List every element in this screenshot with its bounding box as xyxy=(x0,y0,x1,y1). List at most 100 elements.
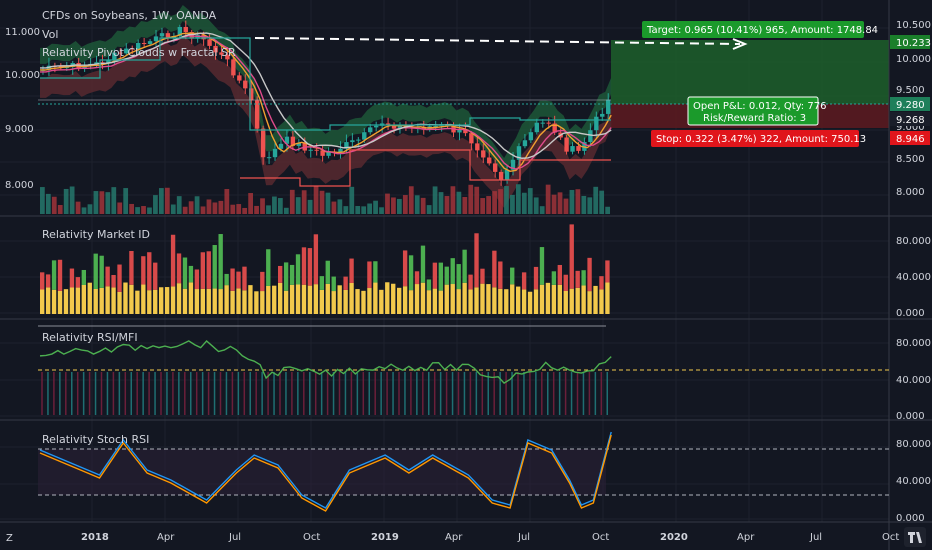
volume-bar xyxy=(93,191,99,214)
time-label: Jul xyxy=(228,532,241,543)
candle-body xyxy=(296,142,302,146)
stop-label-box[interactable] xyxy=(651,130,859,147)
market-id-bar xyxy=(319,289,324,314)
market-id-bar xyxy=(141,284,146,314)
entry-price-tag-text: 9.268 xyxy=(896,115,925,126)
indicator-stoch-rsi[interactable]: Relativity Stoch RSI xyxy=(42,433,149,446)
volume-bar xyxy=(557,192,563,214)
indicator-vol[interactable]: Vol xyxy=(42,28,58,41)
market-id-bar xyxy=(57,290,63,314)
chart-title[interactable]: CFDs on Soybeans, 1W, OANDA xyxy=(42,9,217,22)
candle-body xyxy=(249,88,254,101)
candle-body xyxy=(356,139,361,141)
candle-body xyxy=(421,126,426,130)
market-id-bar xyxy=(527,291,533,314)
market-id-bar xyxy=(510,284,515,314)
market-id-bar xyxy=(69,287,75,314)
market-id-bar xyxy=(569,224,574,289)
tradingview-logo-icon[interactable] xyxy=(904,527,926,547)
market-id-bar xyxy=(349,258,354,283)
right-axis-label: 40.000 xyxy=(896,375,931,386)
time-label: Oct xyxy=(882,532,899,543)
candle-body xyxy=(260,128,266,158)
candle-body xyxy=(433,125,438,127)
market-id-bar xyxy=(307,248,313,286)
candle-body xyxy=(326,151,331,156)
candle-body xyxy=(350,140,355,143)
candle-body xyxy=(540,122,545,124)
volume-bar xyxy=(147,207,152,214)
volume-bar xyxy=(260,198,265,214)
volume-bar xyxy=(343,206,349,214)
candle-body xyxy=(487,157,492,164)
stoch-line xyxy=(39,434,612,512)
market-id-bar xyxy=(498,261,503,289)
indicator-pivot-clouds[interactable]: Relativity Pivot Clouds w Fractal SR xyxy=(42,46,236,59)
market-id-bar xyxy=(343,276,348,290)
market-id-bar xyxy=(349,282,354,314)
market-id-bar xyxy=(295,254,301,285)
candle-body xyxy=(219,52,224,55)
volume-bar xyxy=(397,198,402,214)
stoch-band xyxy=(38,449,606,495)
market-id-bar xyxy=(480,283,485,314)
market-id-bar xyxy=(278,282,283,314)
target-price-tag xyxy=(890,35,930,49)
market-id-bar xyxy=(504,289,509,314)
market-id-bar xyxy=(117,264,122,292)
indicator-rsi-mfi[interactable]: Relativity RSI/MFI xyxy=(42,331,138,344)
market-id-bar xyxy=(289,264,295,285)
candle-body xyxy=(344,142,349,149)
market-id-bar xyxy=(587,291,592,314)
market-id-bar xyxy=(176,283,182,314)
z-icon[interactable]: Z xyxy=(6,533,13,544)
indicator-market-id[interactable]: Relativity Market ID xyxy=(42,228,150,241)
candle-body xyxy=(207,39,212,46)
volume-bar xyxy=(242,207,248,214)
pivot-clouds xyxy=(40,4,612,208)
market-id-bar xyxy=(438,290,443,314)
market-id-bar xyxy=(438,262,443,291)
market-id-bar xyxy=(420,282,426,314)
volume-bar xyxy=(45,193,51,214)
market-id-bar xyxy=(551,271,557,285)
target-arrow xyxy=(254,37,741,45)
market-id-bar xyxy=(325,283,330,314)
market-id-bar xyxy=(569,288,574,314)
volume-bar xyxy=(516,184,521,214)
target-label-box[interactable] xyxy=(642,21,864,38)
market-id-bar xyxy=(278,265,283,283)
volume-bar xyxy=(492,191,497,214)
market-id-bar xyxy=(307,285,313,314)
market-id-bar xyxy=(516,286,521,314)
market-id-bar xyxy=(605,260,610,283)
market-id-bar xyxy=(468,289,473,314)
left-price-label: 9.000 xyxy=(5,124,34,135)
candle-body xyxy=(368,127,373,133)
time-label: Apr xyxy=(445,532,463,543)
market-id-bar xyxy=(367,261,372,289)
volume-bar xyxy=(176,196,182,214)
market-id-bar xyxy=(599,289,604,314)
open-pl-box[interactable] xyxy=(687,96,819,126)
right-axis-label: 40.000 xyxy=(896,476,931,487)
market-id-bar xyxy=(45,287,51,314)
market-id-bar xyxy=(373,261,378,283)
market-id-bar xyxy=(81,284,86,314)
market-id-bar xyxy=(563,290,568,314)
right-price-label: 9.000 xyxy=(896,122,925,133)
market-id-bar xyxy=(498,288,503,314)
market-id-bar xyxy=(426,290,432,314)
market-id-bar xyxy=(319,276,324,290)
candle-body xyxy=(272,148,278,158)
market-id-bar xyxy=(480,268,485,284)
volume-bar xyxy=(551,194,557,214)
cloud-upper xyxy=(40,4,612,174)
candle-body xyxy=(338,148,343,153)
target-label: Target: 0.965 (10.41%) 965, Amount: 1748… xyxy=(646,25,878,36)
market-id-bar xyxy=(254,291,259,314)
market-id-bar xyxy=(450,258,455,285)
market-id-bar xyxy=(551,284,557,314)
market-id-bar xyxy=(456,289,461,314)
